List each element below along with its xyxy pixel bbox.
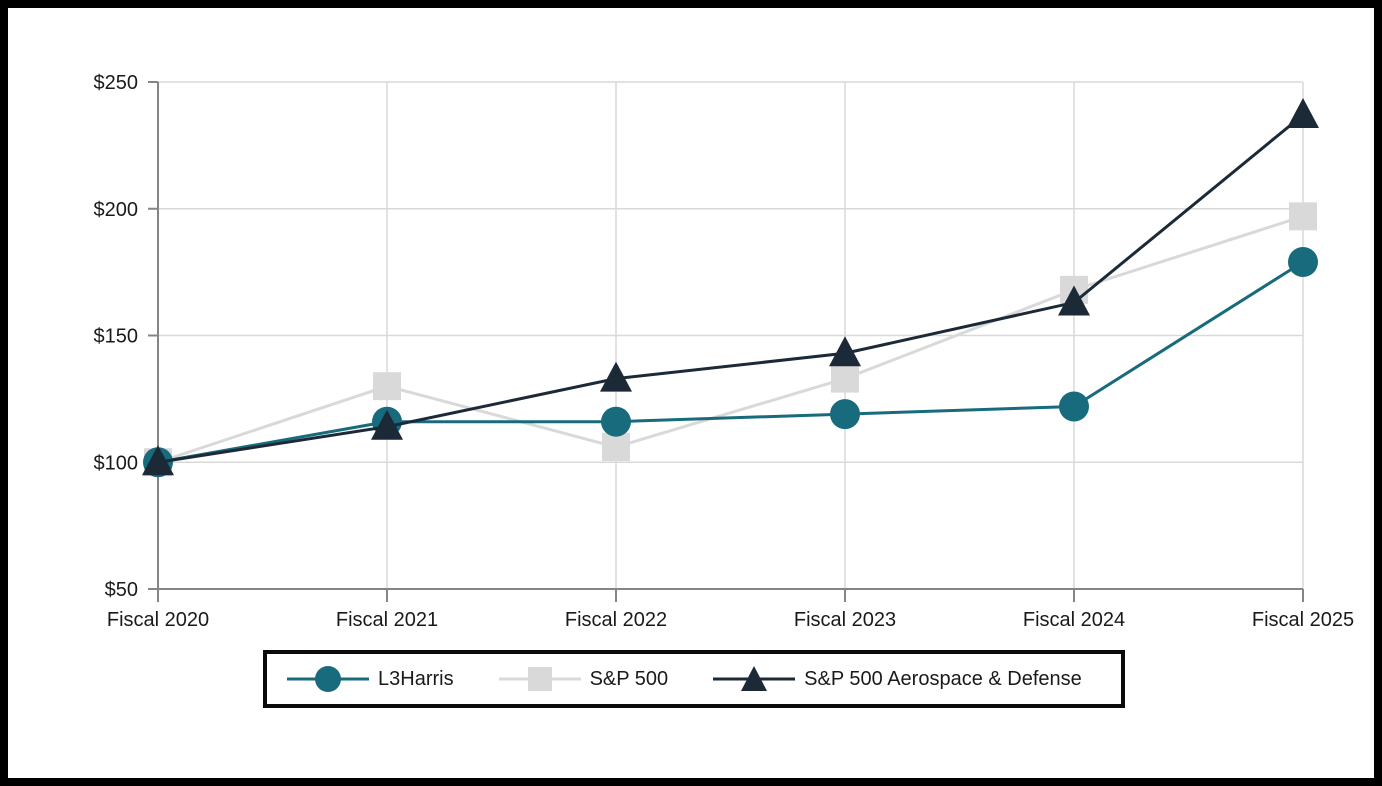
x-tick-label: Fiscal 2022 bbox=[565, 609, 667, 631]
y-tick-label: $100 bbox=[94, 452, 139, 474]
triangle-marker bbox=[829, 336, 861, 367]
x-tick-label: Fiscal 2025 bbox=[1252, 609, 1354, 631]
l3harris-line-circle-icon bbox=[287, 666, 369, 692]
circle-marker bbox=[1288, 246, 1318, 277]
series-square bbox=[144, 202, 1317, 477]
legend-label-sp500-aero-defense: S&P 500 Aerospace & Defense bbox=[804, 667, 1082, 690]
square-marker bbox=[1289, 202, 1317, 231]
aero-defense-line-triangle-icon bbox=[713, 666, 796, 691]
triangle-marker bbox=[142, 445, 174, 476]
series-line bbox=[157, 214, 1304, 464]
legend-item-sp500-aero-defense: S&P 500 Aerospace & Defense bbox=[712, 662, 1082, 696]
triangle-marker bbox=[371, 409, 403, 440]
y-tick-label: $150 bbox=[94, 326, 139, 348]
y-tick-label: $250 bbox=[94, 72, 139, 94]
x-tick-label: Fiscal 2021 bbox=[336, 609, 438, 631]
circle-marker bbox=[601, 406, 631, 437]
series-triangle bbox=[142, 97, 1319, 476]
y-tick-label: $50 bbox=[105, 579, 138, 601]
circle-marker bbox=[1059, 391, 1089, 422]
series-line bbox=[157, 260, 1304, 464]
gridlines bbox=[158, 81, 1304, 589]
legend-label-l3harris: L3Harris bbox=[378, 667, 454, 690]
axis-labels: $50 $100 $150 $200 $250 Fiscal 2020 Fiscal 202… bbox=[94, 72, 1355, 631]
legend-label-sp500: S&P 500 bbox=[589, 667, 669, 690]
circle-marker bbox=[830, 399, 860, 430]
legend-item-l3harris: L3Harris bbox=[286, 662, 454, 696]
triangle-marker bbox=[1287, 97, 1319, 128]
chart-legend: L3Harris S&P 500 S&P 500 Aerospace & Def… bbox=[263, 650, 1125, 708]
x-tick-label: Fiscal 2023 bbox=[794, 609, 896, 631]
square-marker bbox=[602, 433, 630, 462]
series-line bbox=[157, 113, 1304, 464]
legend-item-sp500: S&P 500 bbox=[498, 662, 669, 696]
triangle-marker bbox=[600, 361, 632, 392]
x-tick-label: Fiscal 2024 bbox=[1023, 609, 1125, 631]
square-marker bbox=[831, 364, 859, 393]
sp500-line-square-icon bbox=[498, 667, 581, 691]
square-marker bbox=[373, 372, 401, 401]
y-tick-label: $200 bbox=[94, 199, 139, 221]
triangle-marker bbox=[1058, 285, 1090, 316]
x-tick-label: Fiscal 2020 bbox=[107, 609, 209, 631]
